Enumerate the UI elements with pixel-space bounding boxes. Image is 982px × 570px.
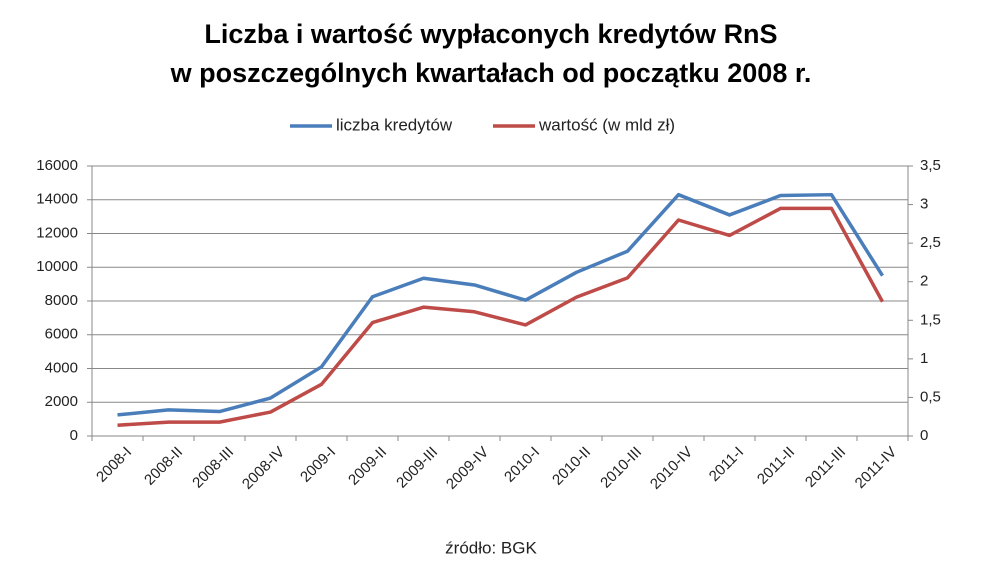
x-tick-label: 2009-III	[393, 444, 441, 492]
x-tick-label: 2009-IV	[443, 444, 492, 493]
y2-tick-label: 2	[920, 273, 928, 290]
x-tick-label: 2010-III	[597, 444, 645, 492]
y-tick-label: 10000	[36, 258, 78, 275]
y2-tick-label: 0	[920, 427, 928, 444]
y-tick-label: 14000	[36, 191, 78, 208]
y2-tick-label: 1,5	[920, 311, 941, 328]
x-tick-label: 2009-I	[297, 444, 339, 486]
y-tick-label: 6000	[45, 326, 78, 343]
y-tick-label: 8000	[45, 292, 78, 309]
y2-tick-label: 1	[920, 350, 928, 367]
y2-tick-label: 3	[920, 196, 928, 213]
y-tick-label: 16000	[36, 157, 78, 174]
series-line	[117, 192, 884, 417]
legend-label: liczba kredytów	[336, 115, 453, 134]
x-tick-label: 2010-I	[501, 444, 543, 486]
series-line	[117, 206, 885, 427]
chart-title: Liczba i wartość wypłaconych kredytów Rn…	[204, 19, 777, 49]
x-tick-label: 2009-II	[345, 444, 390, 489]
x-tick-label: 2008-II	[141, 444, 186, 489]
y-tick-label: 2000	[45, 393, 78, 410]
x-tick-label: 2010-IV	[647, 444, 696, 493]
x-tick-label: 2008-IV	[239, 444, 288, 493]
x-tick-label: 2011-III	[802, 444, 849, 491]
x-tick-label: 2011-I	[706, 444, 747, 485]
legend-label: wartość (w mld zł)	[538, 115, 675, 134]
x-tick-label: 2010-II	[549, 444, 594, 489]
y2-tick-label: 2,5	[920, 234, 941, 251]
y2-tick-label: 0,5	[920, 388, 941, 405]
chart-title: w poszczególnych kwartałach od początku …	[170, 58, 812, 88]
x-tick-label: 2011-IV	[852, 444, 900, 492]
x-tick-label: 2008-III	[189, 444, 237, 492]
y2-tick-label: 3,5	[920, 157, 941, 174]
x-tick-label: 2008-I	[93, 444, 135, 486]
source: źródło: BGK	[445, 538, 537, 557]
y-tick-label: 12000	[36, 224, 78, 241]
y-tick-label: 0	[70, 427, 78, 444]
x-tick-label: 2011-II	[754, 444, 798, 488]
y-tick-label: 4000	[45, 359, 78, 376]
